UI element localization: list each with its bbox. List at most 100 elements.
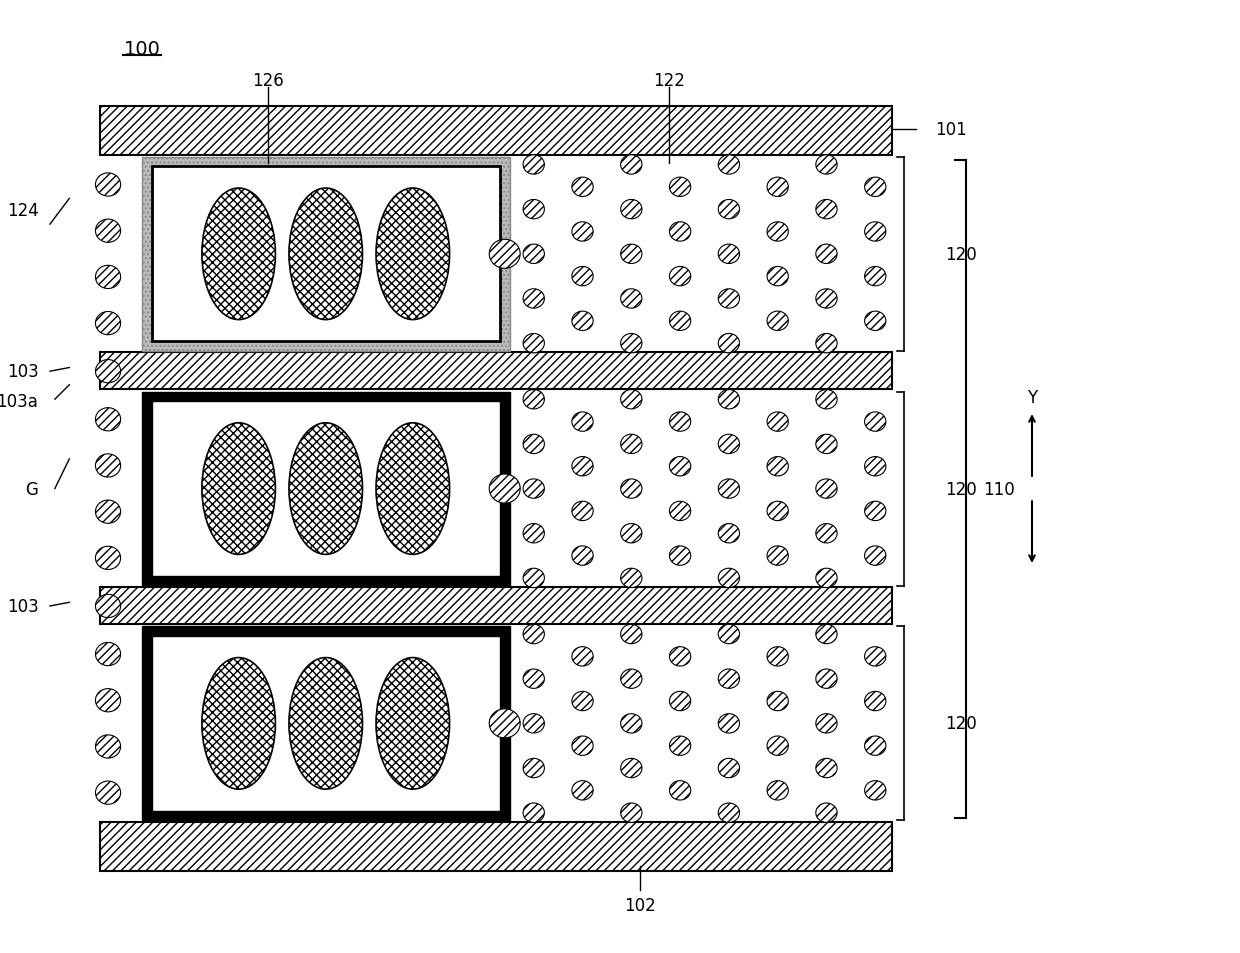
Text: 101: 101 (935, 120, 967, 138)
Ellipse shape (816, 669, 837, 689)
Ellipse shape (572, 737, 593, 756)
Bar (100, 108, 892, 155)
Ellipse shape (95, 360, 120, 383)
Ellipse shape (621, 155, 642, 175)
Ellipse shape (670, 546, 691, 566)
Ellipse shape (376, 658, 450, 789)
Ellipse shape (572, 647, 593, 666)
Ellipse shape (670, 647, 691, 666)
Ellipse shape (864, 223, 885, 242)
Text: 124: 124 (6, 202, 38, 220)
Bar (151, 402, 500, 577)
Ellipse shape (816, 335, 837, 354)
Ellipse shape (572, 178, 593, 197)
Ellipse shape (202, 189, 275, 320)
Ellipse shape (816, 245, 837, 264)
Ellipse shape (523, 390, 544, 410)
Ellipse shape (95, 313, 120, 335)
Ellipse shape (718, 625, 739, 644)
Ellipse shape (768, 223, 789, 242)
Bar (100, 353, 892, 390)
Ellipse shape (202, 423, 275, 555)
Text: Y: Y (1027, 388, 1037, 406)
Text: 120: 120 (945, 480, 977, 498)
Ellipse shape (718, 290, 739, 309)
Ellipse shape (95, 642, 120, 666)
Ellipse shape (95, 173, 120, 197)
Ellipse shape (523, 200, 544, 219)
Ellipse shape (864, 312, 885, 331)
Text: G: G (26, 480, 38, 498)
Ellipse shape (621, 625, 642, 644)
Ellipse shape (95, 455, 120, 477)
Ellipse shape (95, 266, 120, 289)
Ellipse shape (572, 692, 593, 711)
Text: 120: 120 (945, 715, 977, 733)
Ellipse shape (572, 501, 593, 521)
Ellipse shape (621, 569, 642, 588)
Ellipse shape (816, 390, 837, 410)
Ellipse shape (718, 569, 739, 588)
Ellipse shape (490, 475, 521, 503)
Ellipse shape (289, 658, 362, 789)
Ellipse shape (816, 714, 837, 733)
Ellipse shape (864, 267, 885, 287)
Bar (100, 390, 892, 588)
Ellipse shape (376, 189, 450, 320)
Ellipse shape (523, 479, 544, 498)
Ellipse shape (670, 267, 691, 287)
Ellipse shape (816, 803, 837, 822)
Ellipse shape (95, 500, 120, 524)
Ellipse shape (572, 223, 593, 242)
Ellipse shape (718, 435, 739, 455)
Ellipse shape (718, 759, 739, 778)
Ellipse shape (95, 735, 120, 759)
Ellipse shape (523, 569, 544, 588)
Ellipse shape (95, 547, 120, 570)
Ellipse shape (572, 457, 593, 476)
Bar (100, 588, 892, 624)
Ellipse shape (523, 524, 544, 543)
Ellipse shape (768, 781, 789, 801)
Ellipse shape (864, 501, 885, 521)
Ellipse shape (376, 423, 450, 555)
Text: 103a: 103a (0, 393, 38, 411)
Ellipse shape (718, 155, 739, 175)
Ellipse shape (816, 290, 837, 309)
Ellipse shape (572, 781, 593, 801)
Text: 103: 103 (6, 363, 38, 381)
Ellipse shape (523, 669, 544, 689)
Ellipse shape (768, 692, 789, 711)
Ellipse shape (572, 267, 593, 287)
Ellipse shape (718, 803, 739, 822)
Ellipse shape (816, 200, 837, 219)
Ellipse shape (523, 245, 544, 264)
Ellipse shape (621, 803, 642, 822)
Ellipse shape (523, 625, 544, 644)
Ellipse shape (621, 245, 642, 264)
Ellipse shape (523, 335, 544, 354)
Ellipse shape (718, 245, 739, 264)
Ellipse shape (572, 312, 593, 331)
Text: 122: 122 (653, 72, 686, 91)
Ellipse shape (816, 759, 837, 778)
Ellipse shape (95, 220, 120, 243)
Text: 100: 100 (124, 40, 160, 59)
Text: 110: 110 (983, 480, 1016, 498)
Ellipse shape (768, 267, 789, 287)
Ellipse shape (768, 312, 789, 331)
Bar (151, 167, 500, 342)
Ellipse shape (864, 647, 885, 666)
Ellipse shape (523, 290, 544, 309)
Text: 102: 102 (624, 896, 656, 914)
Ellipse shape (289, 423, 362, 555)
Ellipse shape (768, 546, 789, 566)
Ellipse shape (490, 240, 521, 269)
Ellipse shape (718, 335, 739, 354)
Bar (100, 155, 892, 354)
Ellipse shape (670, 178, 691, 197)
Ellipse shape (768, 501, 789, 521)
Ellipse shape (670, 692, 691, 711)
Ellipse shape (670, 223, 691, 242)
Ellipse shape (572, 546, 593, 566)
